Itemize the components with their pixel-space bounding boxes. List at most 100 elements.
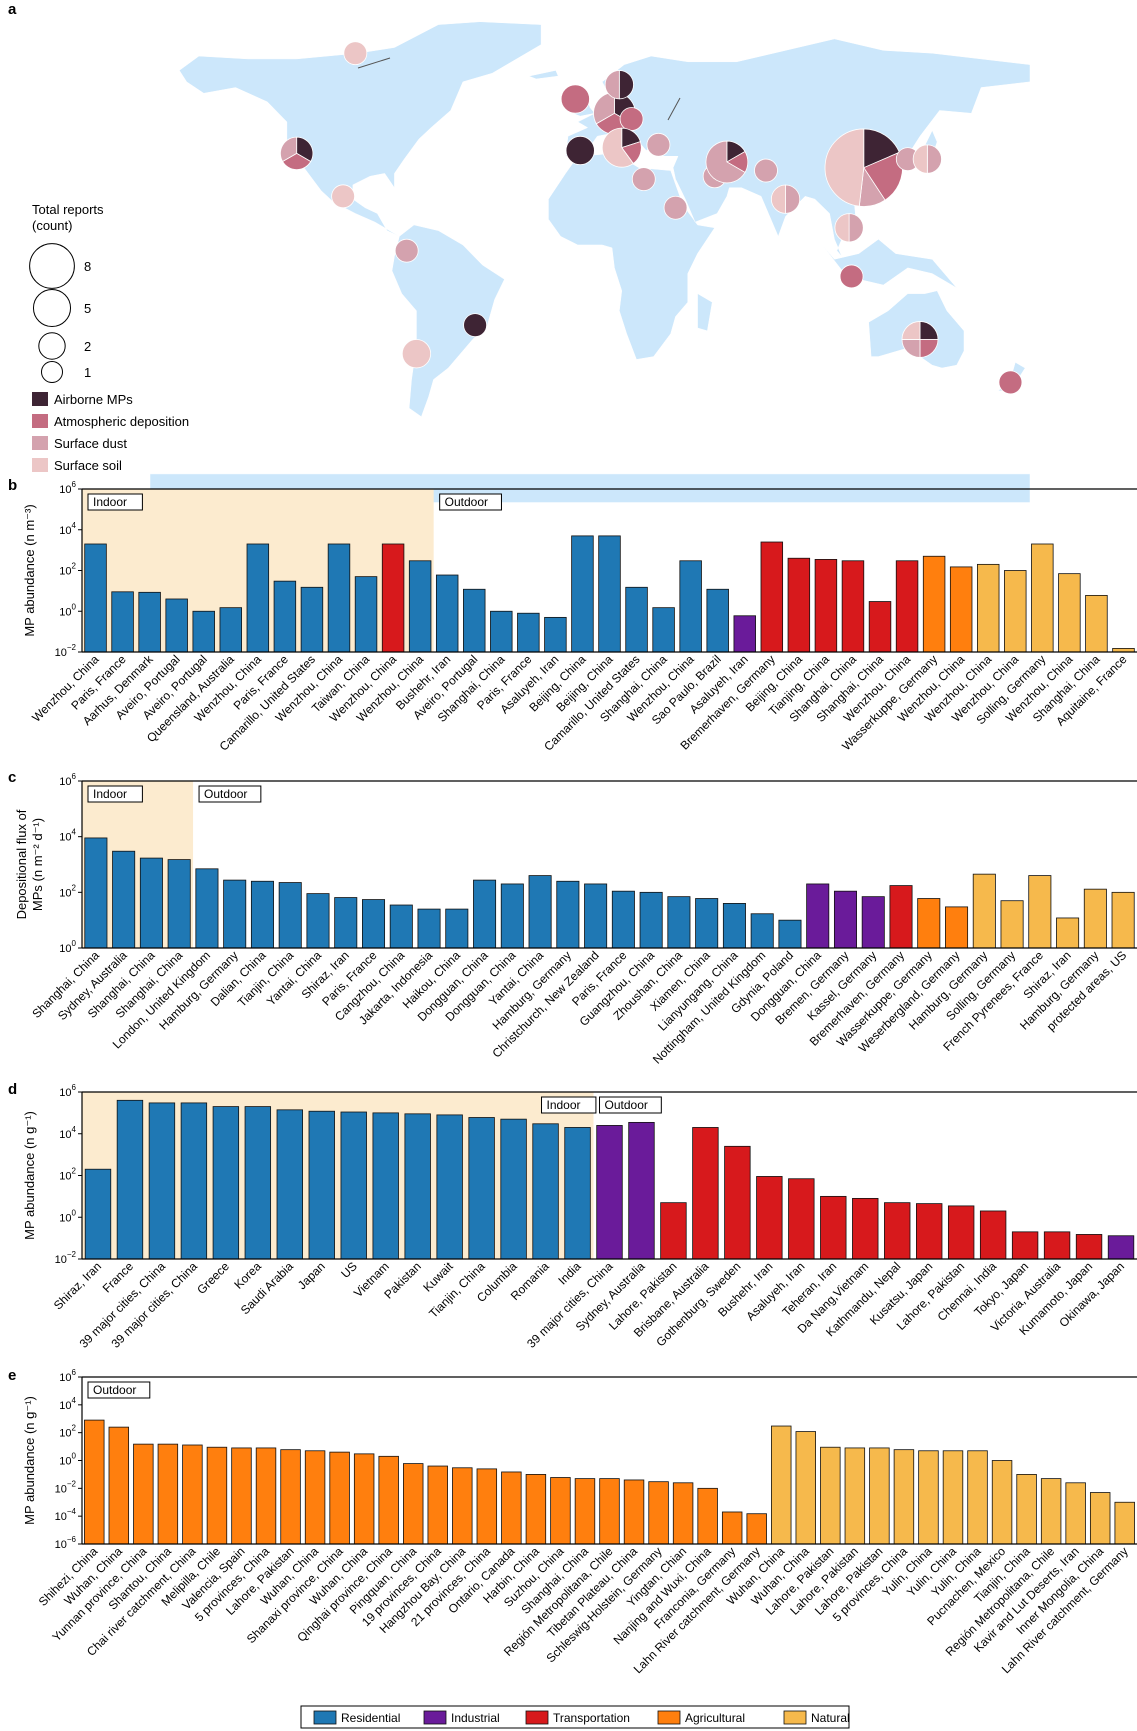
bar: [139, 857, 163, 949]
bar: [918, 1450, 939, 1545]
bar: [868, 601, 892, 653]
bar: [844, 1447, 866, 1545]
pie-slice: [560, 84, 590, 114]
bar: [574, 1478, 596, 1545]
bar: [1043, 1231, 1071, 1260]
region-label-box: [541, 1096, 597, 1114]
bar: [648, 1481, 669, 1545]
bar: [116, 1099, 144, 1260]
bar: [750, 913, 774, 949]
bar: [916, 1203, 943, 1260]
bar: [1065, 1482, 1086, 1545]
bar: [972, 873, 996, 949]
pie-slice: [848, 213, 864, 243]
bar: [329, 1451, 350, 1545]
bar: [556, 880, 580, 949]
region-label-box: [87, 1381, 151, 1399]
site-pie: [754, 158, 778, 183]
bar: [255, 1447, 277, 1545]
bar: [340, 1111, 367, 1260]
site-pie: [646, 132, 671, 157]
pie-slice: [824, 128, 865, 207]
y-axis-label: MP abundance (n g⁻¹): [22, 1396, 37, 1525]
bar: [445, 908, 469, 949]
bar: [733, 615, 756, 653]
bar: [639, 891, 663, 949]
bar: [231, 1447, 252, 1545]
pie-slice: [705, 140, 746, 184]
legend-label: Agricultural: [685, 1711, 745, 1725]
bar: [869, 1447, 890, 1545]
bar: [436, 1114, 463, 1260]
type-legend-swatch: [32, 414, 48, 428]
bar: [223, 879, 247, 949]
site-pie: [619, 107, 644, 131]
bar: [246, 543, 270, 653]
pie-slice: [926, 144, 942, 174]
bar: [157, 1443, 179, 1545]
type-legend-swatch: [32, 436, 48, 450]
bar: [300, 586, 324, 653]
bar: [501, 1471, 522, 1545]
bar: [991, 1460, 1013, 1545]
bar: [1056, 917, 1080, 949]
bar: [942, 1450, 964, 1545]
site-pie: [394, 238, 419, 263]
size-legend-circle: [32, 288, 72, 328]
bar: [795, 1431, 816, 1545]
bar: [381, 543, 405, 653]
type-legend-label: Airborne MPs: [54, 392, 133, 407]
bar: [250, 880, 274, 949]
legend-label: Natural: [811, 1711, 850, 1725]
bar: [1040, 1478, 1062, 1545]
land-mass: [528, 70, 559, 80]
bar: [112, 850, 136, 949]
bar: [695, 898, 719, 949]
bar: [219, 607, 243, 653]
bar: [278, 882, 302, 949]
bar: [893, 1449, 915, 1545]
region-label: Outdoor: [93, 1383, 136, 1397]
pie-slice: [565, 135, 595, 166]
size-legend-circle: [41, 361, 63, 383]
y-tick-label: 100: [59, 602, 76, 618]
pie-slice: [331, 184, 356, 209]
bar: [833, 890, 857, 949]
bar: [787, 557, 811, 653]
bar: [945, 906, 969, 949]
bar: [182, 1444, 203, 1545]
x-tick-label: US: [338, 1259, 360, 1281]
y-tick-label: 106: [59, 480, 76, 496]
bar: [947, 1205, 975, 1260]
bar: [889, 885, 913, 949]
pie-slice: [754, 158, 778, 183]
size-legend: Total reports(count) 8 5 2 1: [29, 202, 104, 383]
bar: [1028, 875, 1052, 949]
bar: [280, 1449, 301, 1545]
bar: [108, 1426, 130, 1545]
bar: [721, 1511, 743, 1545]
bar: [528, 875, 552, 949]
bar: [525, 1474, 547, 1545]
bar: [611, 890, 635, 949]
region-label: Outdoor: [204, 787, 247, 801]
y-axis-label: MPs (n m⁻² d⁻¹): [30, 818, 45, 911]
bar: [1011, 1231, 1039, 1260]
type-legend: Airborne MPs Atmospheric deposition Surfac…: [32, 392, 189, 473]
map-site-pies: [280, 41, 1023, 395]
site-pie: [901, 321, 939, 358]
pie-slice: [604, 70, 620, 100]
site-pie: [604, 70, 634, 100]
region-label: Outdoor: [605, 1098, 648, 1112]
legend-swatch: [525, 1710, 549, 1725]
pie-slice: [282, 152, 312, 170]
bar: [584, 883, 608, 949]
land-mass: [391, 224, 505, 418]
size-legend-label: 1: [84, 365, 91, 380]
bar: [884, 1202, 911, 1260]
bar: [895, 560, 919, 653]
bar: [133, 1443, 154, 1545]
x-tick-label: Shiraz, Iran: [51, 1259, 104, 1312]
site-pie: [565, 135, 595, 166]
site-pie: [839, 264, 864, 289]
